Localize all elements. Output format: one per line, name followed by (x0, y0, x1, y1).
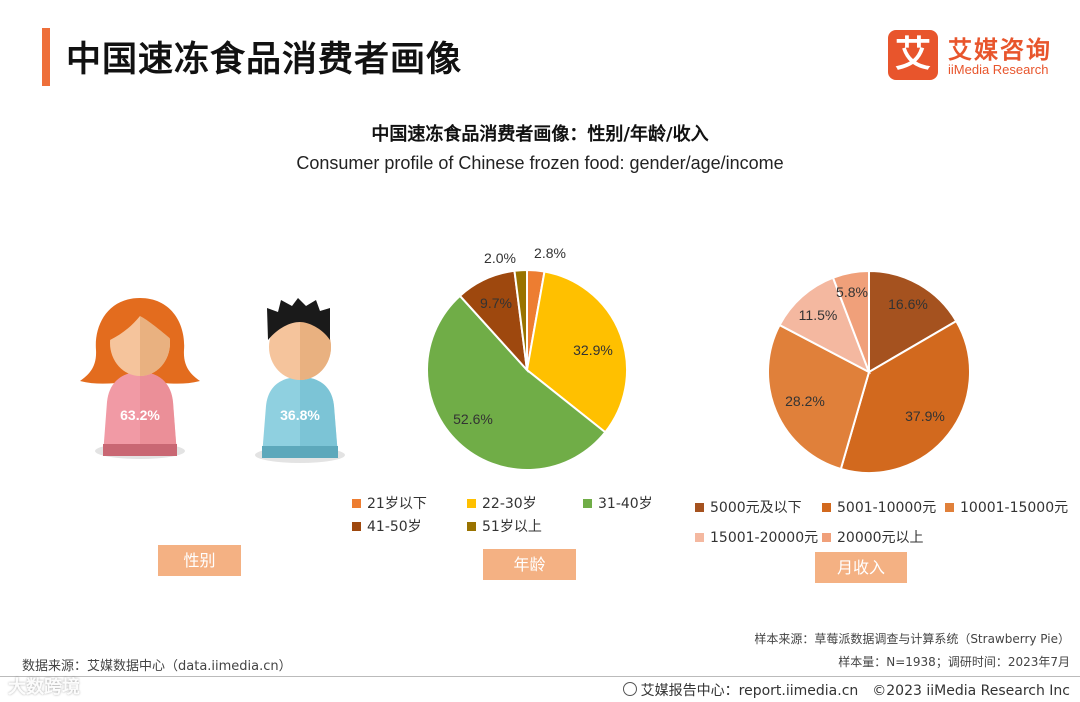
age-slice-label-5: 2.0% (484, 250, 516, 266)
legend-label: 21岁以下 (367, 496, 427, 512)
income-slice-4 (778, 276, 871, 375)
iimedia-logo: 艾 艾媒咨询 iiMedia Research (888, 30, 1068, 82)
income-legend-item-5: 20000元以上 (822, 527, 924, 547)
legend-swatch (695, 532, 704, 542)
female-percent-label: 63.2% (120, 407, 160, 423)
income-legend-item-2: 5001-10000元 (822, 497, 936, 517)
male-body-shade (300, 377, 338, 456)
footer-credit: 艾媒报告中心：report.iimedia.cn ©2023 iiMedia R… (622, 680, 1070, 700)
title-accent-bar (42, 28, 50, 86)
age-slice-2 (525, 270, 628, 434)
age-legend-item-31-40: 31-40岁 (583, 493, 653, 513)
sample-size: 样本量：N=1938；调研时间：2023年7月 (838, 655, 1070, 669)
footer-text: 艾媒报告中心：report.iimedia.cn ©2023 iiMedia R… (640, 683, 1070, 699)
age-slice-3 (426, 294, 607, 471)
income-slice-label-2: 37.9% (905, 408, 945, 424)
sample-source: 样本来源：草莓派数据调查与计算系统（Strawberry Pie） (754, 632, 1070, 646)
footer-divider (0, 676, 1080, 677)
legend-swatch (822, 502, 831, 512)
legend-label: 5000元及以下 (710, 500, 802, 516)
chart-title-en: Consumer profile of Chinese frozen food:… (296, 153, 784, 173)
female-body-shade (140, 372, 177, 455)
income-slice-1 (868, 269, 958, 374)
legend-label: 22-30岁 (482, 496, 537, 512)
age-legend-item-under21: 21岁以下 (352, 493, 427, 513)
male-percent-label: 36.8% (280, 407, 320, 423)
data-source: 数据来源：艾媒数据中心（data.iimedia.cn） (22, 659, 292, 674)
legend-label: 15001-20000元 (710, 530, 819, 546)
watermark: 大数跨境 (8, 677, 80, 698)
male-base (262, 446, 338, 458)
age-legend-item-over51: 51岁以上 (467, 516, 542, 536)
age-slice-label-3: 52.6% (453, 411, 493, 427)
income-slice-2 (839, 319, 971, 474)
income-slice-3 (767, 323, 871, 471)
legend-swatch (352, 498, 361, 508)
income-slice-label-3: 28.2% (785, 393, 825, 409)
income-slice-label-4: 11.5% (799, 307, 838, 323)
income-slice-label-1: 16.6% (888, 296, 928, 312)
age-slice-label-4: 9.7% (480, 295, 512, 311)
income-legend-item-3: 10001-15000元 (945, 497, 1068, 517)
female-figure-icon (80, 298, 200, 459)
legend-label: 41-50岁 (367, 519, 422, 535)
age-slice-5 (513, 268, 528, 371)
income-legend-item-1: 5000元及以下 (695, 497, 802, 517)
legend-swatch (945, 502, 954, 512)
globe-icon (622, 682, 637, 696)
age-legend-item-22-30: 22-30岁 (467, 493, 537, 513)
income-legend-item-4: 15001-20000元 (695, 527, 818, 547)
female-fringe (110, 305, 172, 340)
logo-name-cn: 艾媒咨询 (948, 36, 1052, 64)
male-figure-icon (255, 298, 345, 463)
income-tag: 月收入 (815, 552, 907, 583)
female-base (103, 444, 177, 456)
logo-name-en: iiMedia Research (948, 62, 1049, 77)
age-slice-label-2: 32.9% (573, 342, 613, 358)
legend-swatch (822, 532, 831, 542)
logo-mark: 艾 (888, 30, 938, 80)
legend-swatch (695, 502, 704, 512)
legend-label: 51岁以上 (482, 519, 542, 535)
legend-label: 10001-15000元 (960, 500, 1069, 516)
income-pie-chart: 16.6% 37.9% 28.2% 11.5% 5.8% (767, 269, 971, 474)
chart-title-cn: 中国速冻食品消费者画像：性别/年龄/收入 (371, 124, 709, 145)
income-slice-label-5: 5.8% (836, 284, 868, 300)
age-tag: 年龄 (483, 549, 576, 580)
legend-swatch (467, 498, 476, 508)
male-hair (267, 298, 330, 340)
legend-swatch (583, 498, 592, 508)
legend-label: 5001-10000元 (837, 500, 937, 516)
page-title: 中国速冻食品消费者画像 (66, 40, 463, 80)
legend-swatch (467, 521, 476, 531)
legend-label: 31-40岁 (598, 496, 653, 512)
income-slice-5 (831, 269, 870, 373)
age-slice-label-1: 2.8% (534, 245, 566, 261)
age-pie-chart: 2.8% 32.9% 52.6% 9.7% 2.0% (426, 245, 628, 471)
age-legend-item-41-50: 41-50岁 (352, 516, 422, 536)
legend-swatch (352, 521, 361, 531)
legend-label: 20000元以上 (837, 530, 924, 546)
gender-tag: 性别 (158, 545, 241, 576)
